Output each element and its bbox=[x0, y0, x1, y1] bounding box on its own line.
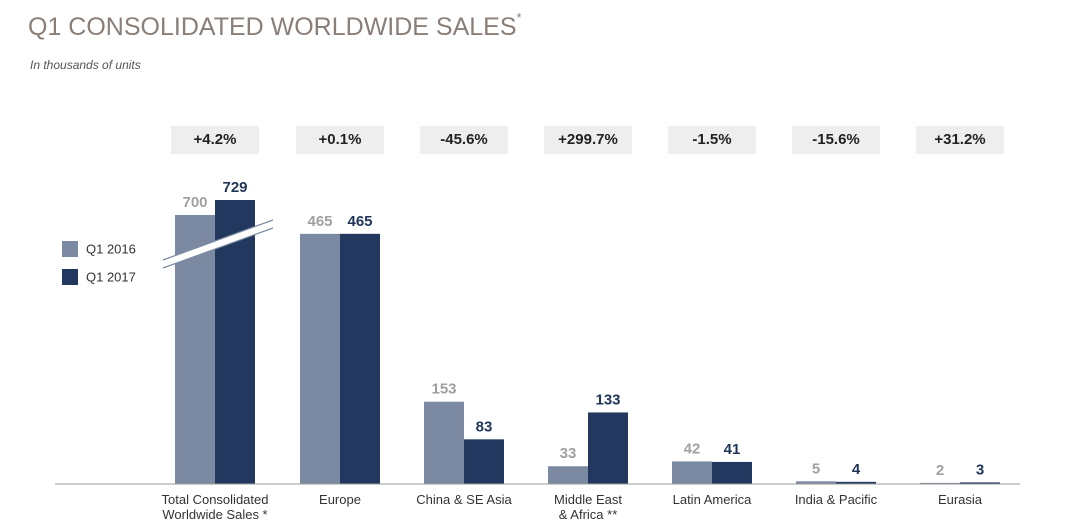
bar bbox=[836, 481, 876, 484]
axis-break-edge bbox=[162, 219, 274, 261]
x-tick-label: Total Consolidated Worldwide Sales * bbox=[161, 492, 269, 522]
value-label: 42 bbox=[684, 440, 701, 457]
change-box bbox=[171, 126, 259, 154]
bar bbox=[588, 412, 628, 484]
change-box bbox=[296, 126, 384, 154]
title-note: * bbox=[517, 10, 522, 25]
axis-break bbox=[163, 220, 273, 268]
value-label: 700 bbox=[182, 194, 207, 211]
value-label: 2 bbox=[936, 462, 944, 479]
change-box bbox=[792, 126, 880, 154]
change-box bbox=[916, 126, 1004, 154]
title-text: Q1 CONSOLIDATED WORLDWIDE SALES bbox=[28, 13, 517, 41]
x-tick-label: China & SE Asia bbox=[416, 492, 512, 507]
x-tick-label: Middle East & Africa ** bbox=[554, 492, 622, 522]
axis-break-edge bbox=[162, 227, 274, 269]
change-label: +31.2% bbox=[934, 131, 985, 148]
value-label: 133 bbox=[595, 391, 620, 408]
value-label: 83 bbox=[476, 418, 493, 435]
change-label: +299.7% bbox=[558, 131, 618, 148]
change-box bbox=[420, 126, 508, 154]
bar bbox=[960, 482, 1000, 484]
legend-swatch bbox=[62, 241, 78, 257]
value-label: 5 bbox=[812, 460, 820, 477]
change-label: -1.5% bbox=[692, 131, 731, 148]
change-label: +0.1% bbox=[319, 131, 362, 148]
change-label: -15.6% bbox=[812, 131, 860, 148]
bar bbox=[712, 461, 752, 484]
x-tick-label: Europe bbox=[319, 492, 361, 507]
change-box bbox=[544, 126, 632, 154]
x-tick-label: India & Pacific bbox=[794, 492, 878, 507]
bar bbox=[464, 439, 504, 484]
bar bbox=[424, 401, 464, 484]
bar bbox=[672, 461, 712, 484]
bar bbox=[215, 200, 255, 484]
x-tick-label: Eurasia bbox=[937, 492, 983, 507]
bar bbox=[920, 482, 960, 484]
change-box bbox=[668, 126, 756, 154]
chart-title: Q1 CONSOLIDATED WORLDWIDE SALES* bbox=[28, 10, 522, 40]
value-label: 465 bbox=[347, 213, 372, 230]
bar bbox=[548, 466, 588, 484]
value-label: 3 bbox=[976, 461, 984, 478]
legend-label: Q1 2017 bbox=[86, 269, 136, 284]
value-label: 153 bbox=[431, 381, 456, 398]
value-label: 33 bbox=[560, 445, 577, 462]
x-tick-label: Latin America bbox=[672, 492, 752, 507]
legend-label: Q1 2016 bbox=[86, 241, 136, 256]
value-label: 729 bbox=[222, 179, 247, 196]
value-label: 465 bbox=[307, 213, 332, 230]
subtitle: In thousands of units bbox=[30, 58, 141, 72]
value-label: 41 bbox=[724, 441, 741, 458]
bar bbox=[340, 233, 380, 484]
value-label: 4 bbox=[852, 461, 861, 478]
bar bbox=[796, 481, 836, 484]
change-label: +4.2% bbox=[194, 131, 237, 148]
legend-swatch bbox=[62, 269, 78, 285]
bar bbox=[300, 233, 340, 484]
change-label: -45.6% bbox=[440, 131, 488, 148]
